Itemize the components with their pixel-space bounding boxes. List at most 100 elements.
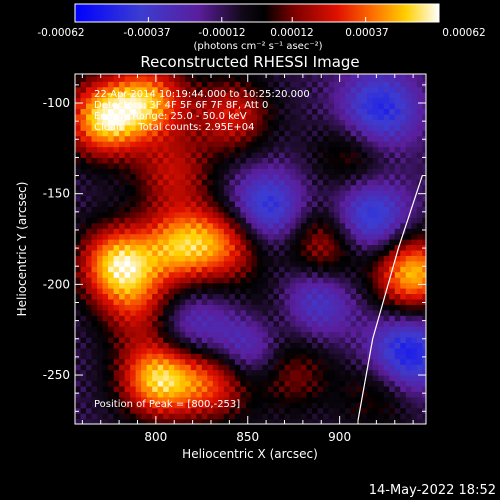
heatmap-cell [207,418,214,424]
heatmap-cell [234,304,241,311]
heatmap-cell [312,407,319,414]
heatmap-cell [394,92,401,99]
heatmap-cell [262,331,269,338]
heatmap-cell [323,108,330,115]
heatmap-cell [207,336,214,343]
heatmap-cell [185,75,192,82]
heatmap-cell [372,282,379,289]
heatmap-cell [113,266,120,273]
heatmap-cell [179,179,186,186]
heatmap-cell [416,81,423,88]
heatmap-cell [256,353,264,360]
heatmap-cell [290,380,297,387]
heatmap-cell [168,266,175,273]
heatmap-cell [91,228,98,235]
heatmap-cell [339,190,346,197]
heatmap-cell [86,228,93,235]
heatmap-cell [389,162,396,169]
heatmap-cell [262,190,269,197]
heatmap-cell [179,206,186,213]
heatmap-cell [339,119,346,126]
heatmap-cell [317,173,324,180]
heatmap-cell [422,336,426,343]
heatmap-cell [267,271,275,278]
heatmap-cell [146,146,153,153]
heatmap-cell [323,103,330,110]
heatmap-cell [273,206,280,213]
heatmap-cell [212,260,219,267]
heatmap-cell [141,81,148,88]
heatmap-cell [102,97,109,104]
heatmap-cell [394,418,401,424]
heatmap-cell [273,342,280,349]
heatmap-cell [179,217,186,224]
heatmap-cell [124,75,131,82]
heatmap-cell [157,402,164,409]
heatmap-cell [168,407,175,414]
heatmap-cell [174,369,181,376]
heatmap-cell [108,277,115,284]
heatmap-cell [356,190,363,197]
heatmap-cell [323,119,330,126]
heatmap-cell [157,391,164,398]
heatmap-cell [245,119,253,126]
heatmap-cell [163,326,170,333]
heatmap-cell [201,184,208,191]
heatmap-cell [328,418,335,424]
heatmap-cell [196,380,203,387]
heatmap-cell [262,266,269,273]
heatmap-cell [141,293,148,300]
heatmap-cell [86,184,93,191]
heatmap-cell [350,195,357,202]
heatmap-cell [157,228,164,235]
heatmap-cell [306,309,313,316]
heatmap-cell [157,396,164,403]
heatmap-cell [113,364,120,371]
heatmap-cell [328,211,335,218]
heatmap-cell [135,369,142,376]
heatmap-cell [328,190,335,197]
heatmap-cell [207,124,214,131]
heatmap-cell [350,396,357,403]
heatmap-cell [218,239,225,246]
heatmap-cell [256,173,264,180]
heatmap-cell [334,407,341,414]
heatmap-cell [80,287,87,295]
heatmap-cell [378,277,385,284]
heatmap-cell [328,86,335,93]
heatmap-cell [284,255,291,262]
heatmap-cell [400,358,407,365]
heatmap-cell [284,347,291,354]
heatmap-cell [124,157,131,164]
heatmap-cell [301,271,308,278]
heatmap-cell [201,380,208,387]
heatmap-cell [86,326,93,333]
heatmap-cell [356,336,363,343]
heatmap-cell [383,271,390,278]
heatmap-cell [328,391,335,398]
heatmap-cell [361,184,368,191]
heatmap-cell [91,249,98,256]
heatmap-cell [389,146,396,153]
heatmap-cell [196,75,203,82]
heatmap-cell [130,168,137,175]
heatmap-cell [223,74,230,77]
heatmap-cell [317,380,324,387]
heatmap-cell [339,228,346,235]
heatmap-cell [86,396,93,403]
heatmap-cell [306,124,313,131]
heatmap-cell [207,396,214,403]
heatmap-cell [108,162,115,169]
heatmap-cell [223,119,230,126]
heatmap-cell [345,320,352,327]
heatmap-cell [301,369,308,376]
heatmap-cell [97,266,104,273]
heatmap-cell [317,162,324,169]
heatmap-cell [301,342,308,349]
heatmap-cell [317,271,324,278]
heatmap-cell [339,396,346,403]
heatmap-cell [378,113,385,120]
heatmap-cell [212,97,219,104]
heatmap-cell [141,336,148,343]
heatmap-cell [163,418,170,424]
